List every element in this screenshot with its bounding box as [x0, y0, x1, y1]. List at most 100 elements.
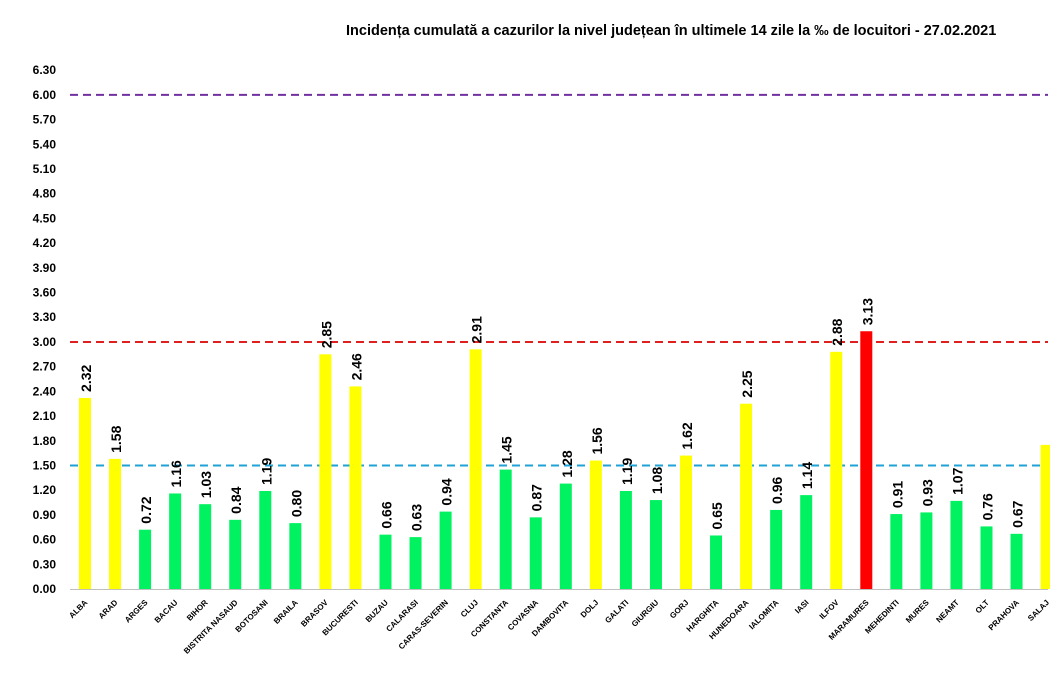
- bar: [379, 534, 392, 589]
- data-label: 0.84: [228, 486, 244, 513]
- x-tick-label: IALOMITA: [747, 598, 780, 631]
- chart-title: Incidența cumulată a cazurilor la nivel …: [346, 23, 996, 39]
- bar: [619, 491, 632, 589]
- data-label: 1.19: [619, 458, 635, 485]
- bar: [649, 500, 662, 589]
- bars: [79, 331, 1050, 589]
- x-tick-label: GALATI: [603, 598, 630, 625]
- y-tick-label: 3.90: [33, 261, 57, 275]
- x-tick-label: ILFOV: [818, 598, 841, 621]
- y-tick-label: 2.10: [33, 409, 57, 423]
- x-tick-label: BRASOV: [299, 598, 330, 629]
- data-label: 0.76: [980, 493, 996, 520]
- data-label: 2.46: [348, 353, 364, 380]
- bar: [79, 397, 91, 589]
- bar: [529, 517, 542, 589]
- y-tick-label: 1.80: [33, 434, 57, 448]
- y-tick-label: 0.90: [33, 508, 57, 522]
- bar: [830, 351, 843, 589]
- data-label: 2.32: [78, 364, 94, 391]
- y-tick-label: 3.30: [33, 310, 57, 324]
- y-tick-label: 2.70: [33, 360, 57, 374]
- data-label: 1.56: [589, 427, 605, 454]
- data-label: 0.72: [138, 496, 154, 523]
- bar: [199, 504, 212, 589]
- bar: [349, 386, 362, 589]
- x-tick-label: BOTOSANI: [234, 598, 270, 634]
- data-label: 3.13: [859, 298, 875, 325]
- data-labels: 2.32 1.58 0.72 1.16 1.03 0.84 1.19 0.80 2.85 2.46…: [78, 298, 1026, 531]
- y-tick-label: 0.60: [33, 533, 57, 547]
- x-tick-label: IASI: [793, 598, 810, 615]
- bar: [559, 483, 572, 589]
- bar: [229, 519, 242, 589]
- y-tick-label: 5.10: [33, 162, 57, 176]
- bar: [319, 354, 332, 589]
- bar: [920, 512, 933, 589]
- bar: [800, 495, 813, 589]
- data-label: 1.14: [799, 462, 815, 489]
- y-tick-label: 2.40: [33, 384, 57, 398]
- bar: [890, 514, 903, 589]
- x-tick-label: GORJ: [668, 598, 690, 620]
- bar: [409, 537, 422, 589]
- bar: [439, 511, 452, 589]
- x-tick-label: ARAD: [97, 598, 120, 621]
- data-label: 0.63: [409, 504, 425, 531]
- y-tick-label: 6.00: [33, 88, 57, 102]
- data-label: 0.93: [919, 479, 935, 506]
- data-label: 1.58: [108, 425, 124, 452]
- data-label: 0.66: [379, 501, 395, 528]
- y-tick-label: 0.30: [33, 557, 57, 571]
- x-tick-label: OLT: [974, 598, 991, 615]
- bar: [770, 509, 783, 589]
- y-tick-label: 4.20: [33, 236, 57, 250]
- x-tick-label: ARGES: [123, 598, 150, 625]
- x-tick-label: MURES: [904, 598, 931, 625]
- bar: [950, 500, 963, 589]
- y-tick-label: 5.70: [33, 113, 57, 127]
- data-label: 2.88: [829, 318, 845, 345]
- data-label: 1.28: [559, 450, 575, 477]
- y-tick-label: 4.80: [33, 187, 57, 201]
- data-label: 0.67: [1010, 500, 1026, 527]
- y-tick-label: 1.20: [33, 483, 57, 497]
- data-label: 0.91: [889, 481, 905, 508]
- bar: [710, 535, 723, 589]
- bar: [589, 460, 602, 589]
- bar: [980, 526, 993, 589]
- x-tick-label: NEAMT: [934, 598, 961, 625]
- y-tick-label: 6.30: [33, 63, 57, 77]
- x-tick-label: GIURGIU: [630, 598, 661, 629]
- data-label: 1.19: [258, 458, 274, 485]
- data-label: 1.07: [949, 467, 965, 494]
- y-tick-label: 3.00: [33, 335, 57, 349]
- x-tick-label: DOLJ: [579, 598, 600, 619]
- bar: [259, 491, 272, 589]
- x-tick-label: PRAHOVA: [987, 598, 1021, 632]
- data-label: 1.45: [499, 436, 515, 463]
- threshold-lines: [70, 93, 1048, 467]
- bar: [1010, 533, 1023, 589]
- bar: [169, 493, 182, 589]
- bar: [469, 349, 482, 589]
- bar: [860, 331, 873, 589]
- x-tick-label: ALBA: [67, 598, 89, 620]
- y-tick-label: 1.50: [33, 458, 57, 472]
- x-tick-label: BIHOR: [185, 598, 210, 623]
- y-tick-label: 0.00: [33, 582, 57, 596]
- data-label: 2.91: [469, 316, 485, 343]
- bar: [499, 469, 512, 589]
- data-label: 1.16: [168, 460, 184, 487]
- bar: [289, 523, 302, 589]
- bar: [740, 403, 753, 589]
- data-label: 0.80: [288, 490, 304, 517]
- y-tick-label: 5.40: [33, 137, 57, 151]
- bar: [109, 458, 122, 589]
- data-label: 2.85: [318, 321, 334, 348]
- bar: [139, 529, 152, 589]
- data-label: 1.03: [198, 471, 214, 498]
- x-tick-label: BISTRITA NASAUD: [182, 598, 240, 656]
- data-label: 0.87: [529, 484, 545, 511]
